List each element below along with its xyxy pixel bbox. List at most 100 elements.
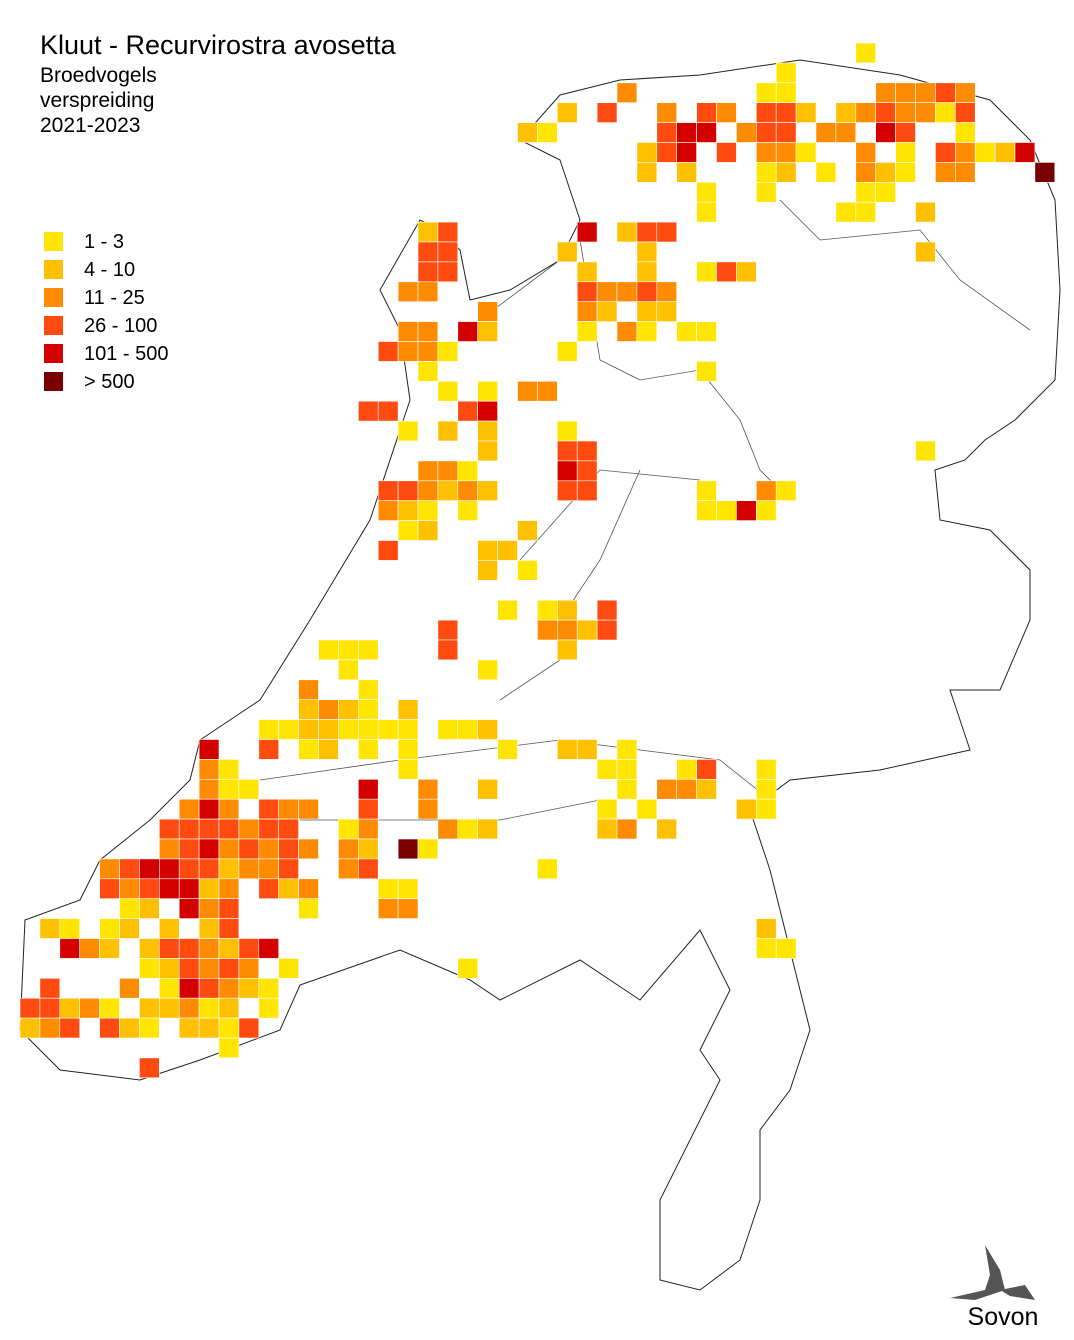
grid-cell: [218, 838, 240, 860]
grid-cell: [178, 977, 200, 999]
grid-cell: [596, 102, 618, 123]
grid-cell: [457, 480, 478, 501]
grid-cell: [39, 997, 61, 1019]
grid-cell: [218, 818, 240, 840]
grid-cell: [935, 162, 956, 183]
legend-swatch: [44, 316, 63, 335]
grid-cell: [218, 958, 240, 979]
logo-text: Sovon: [968, 1303, 1039, 1331]
grid-cell: [616, 818, 638, 840]
grid-cell: [139, 858, 160, 880]
grid-cell: [895, 122, 916, 143]
grid-cell: [357, 778, 379, 800]
grid-cell: [616, 759, 638, 780]
grid-cell: [556, 440, 578, 462]
grid-cell: [437, 341, 459, 362]
grid-cell: [258, 858, 279, 880]
legend-swatch: [44, 344, 63, 363]
grid-cell: [537, 619, 558, 641]
grid-cell: [477, 400, 498, 422]
grid-cell: [457, 460, 478, 482]
grid-cell: [755, 142, 777, 163]
grid-cell: [616, 281, 638, 302]
grid-cell: [218, 1017, 240, 1039]
grid-cell: [278, 719, 299, 740]
grid-cell: [278, 798, 299, 820]
grid-cell: [696, 201, 717, 223]
grid-cell: [556, 341, 578, 362]
grid-cell: [755, 162, 777, 183]
grid-cell: [218, 918, 240, 939]
grid-cell: [377, 400, 399, 422]
grid-cell: [397, 759, 419, 780]
grid-cell: [119, 858, 140, 880]
grid-cell: [855, 102, 876, 123]
grid-cell: [477, 321, 498, 342]
grid-cell: [935, 82, 956, 104]
grid-cell: [198, 938, 220, 959]
grid-cell: [497, 599, 518, 621]
grid-cell: [298, 898, 319, 919]
grid-cell: [875, 122, 896, 143]
grid-cell: [178, 898, 200, 919]
grid-cell: [696, 759, 717, 780]
grid-cell: [59, 997, 80, 1019]
grid-cell: [437, 719, 459, 740]
grid-cell: [258, 798, 279, 820]
grid-cell: [218, 878, 240, 899]
grid-cell: [855, 182, 876, 203]
grid-cell: [596, 281, 618, 302]
grid-cell: [278, 958, 299, 979]
grid-cell: [99, 878, 120, 899]
grid-cell: [696, 182, 717, 203]
grid-cell: [159, 938, 180, 959]
grid-cell: [218, 759, 240, 780]
grid-cell: [437, 380, 459, 402]
grid-cell: [736, 122, 757, 143]
grid-cell: [417, 281, 439, 302]
grid-cell: [178, 858, 200, 880]
grid-cell: [676, 142, 697, 163]
grid-cell: [775, 62, 797, 84]
grid-cell: [377, 500, 399, 521]
grid-cell: [636, 321, 658, 342]
grid-cell: [159, 858, 180, 880]
grid-cell: [755, 82, 777, 104]
subtitle-line: Broedvogels: [40, 64, 157, 87]
grid-cell: [119, 918, 140, 939]
legend-label: 1 - 3: [84, 231, 124, 253]
grid-cell: [417, 838, 439, 860]
grid-cell: [397, 420, 419, 442]
grid-cell: [755, 480, 777, 501]
grid-cell: [437, 221, 459, 243]
grid-cell: [696, 122, 717, 143]
grid-cell: [198, 878, 220, 899]
grid-cell: [596, 619, 618, 641]
grid-cell: [556, 420, 578, 442]
grid-cell: [318, 639, 339, 661]
grid-cell: [397, 898, 419, 919]
grid-cells: [19, 42, 1056, 1079]
grid-cell: [835, 122, 857, 143]
grid-cell: [616, 82, 638, 104]
grid-cell: [357, 639, 379, 661]
grid-cell: [596, 301, 618, 322]
grid-cell: [417, 321, 439, 342]
grid-cell: [716, 142, 737, 163]
grid-cell: [477, 818, 498, 840]
grid-cell: [636, 241, 658, 263]
grid-cell: [457, 719, 478, 740]
grid-cell: [338, 719, 359, 740]
grid-cell: [39, 1017, 61, 1039]
grid-cell: [437, 261, 459, 283]
grid-cell: [815, 162, 837, 183]
grid-cell: [576, 301, 598, 322]
grid-cell: [178, 818, 200, 840]
grid-cell: [895, 82, 916, 104]
grid-cell: [178, 878, 200, 899]
grid-cell: [357, 818, 379, 840]
grid-cell: [338, 838, 359, 860]
grid-cell: [576, 619, 598, 641]
